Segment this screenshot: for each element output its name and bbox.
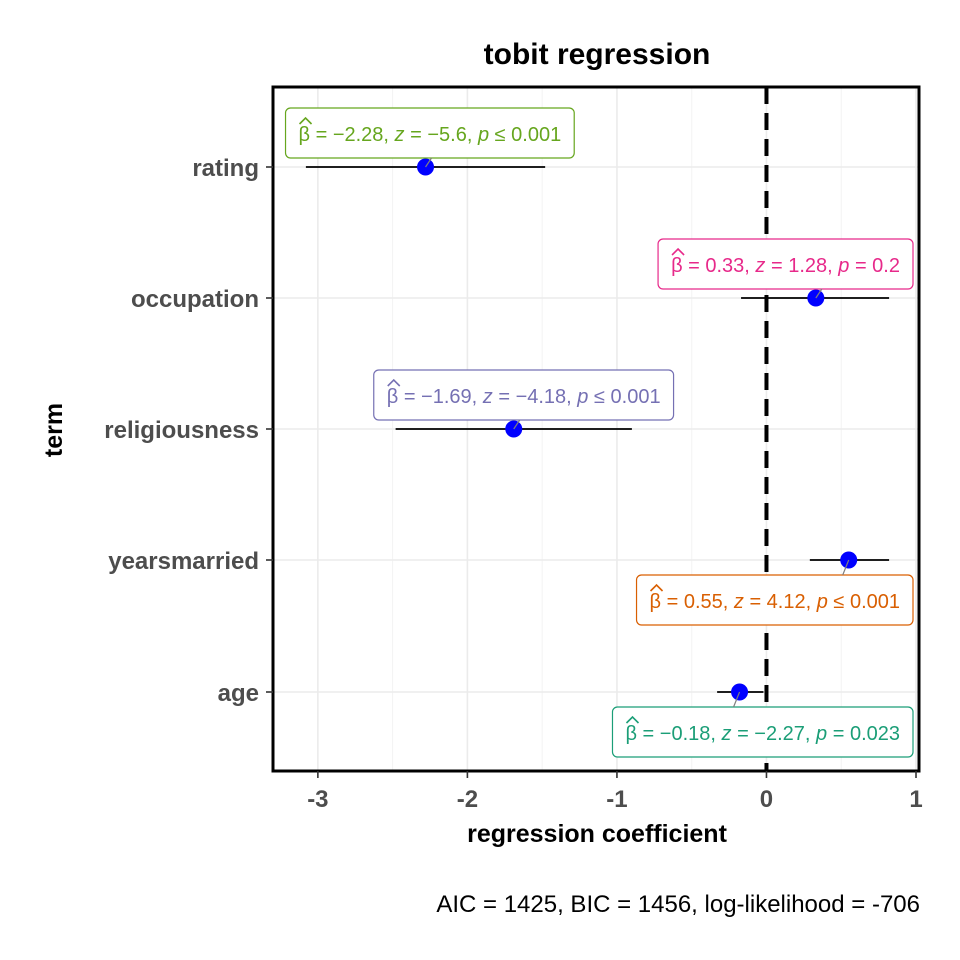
x-tick-label: -1 [606, 786, 627, 813]
beta-hat-mark [298, 116, 313, 125]
chart-title: tobit regression [484, 38, 711, 71]
y-tick-label-rating: rating [192, 155, 259, 182]
annotation-label-age: β = −0.18, z = −2.27, p = 0.023 [611, 691, 914, 758]
x-tick-label: -2 [457, 786, 478, 813]
annotation-leader-religiousness [513, 419, 521, 430]
y-axis-ticks: rating occupation religiousness yearsmarrie… [104, 155, 273, 707]
beta-hat-mark [387, 378, 401, 387]
annotation-text-religiousness: β = −1.69, z = −4.18, p ≤ 0.001 [387, 386, 661, 408]
annotation-label-yearsmarried: β = 0.55, z = 4.12, p ≤ 0.001 [635, 559, 914, 626]
x-tick-label: -3 [307, 786, 328, 813]
annotation-leader-rating [425, 157, 433, 168]
annotation-layer: β = −2.28, z = −5.6, p ≤ 0.001 β = 0.33, … [284, 107, 914, 758]
x-axis-ticks: -3 -2 -1 0 1 [307, 771, 923, 813]
y-tick-label-yearsmarried: yearsmarried [108, 548, 259, 575]
annotation-box-age [611, 706, 914, 758]
y-axis-title: term [40, 403, 68, 457]
annotation-box-religiousness [373, 369, 675, 421]
annotation-box-yearsmarried [635, 574, 914, 626]
beta-hat-mark [625, 715, 640, 724]
y-tick-label-occupation: occupation [131, 286, 259, 313]
x-tick-label: 1 [909, 786, 922, 813]
annotation-box-rating [284, 107, 575, 159]
annotation-text-rating: β = −2.28, z = −5.6, p ≤ 0.001 [299, 124, 562, 146]
beta-hat-mark [649, 583, 664, 592]
annotation-text-occupation: β = 0.33, z = 1.28, p = 0.2 [671, 255, 900, 277]
annotation-leader-age [732, 691, 741, 708]
annotation-leader-occupation [815, 288, 823, 299]
x-tick-label: 0 [760, 786, 773, 813]
annotation-box-occupation [657, 238, 914, 290]
annotation-leader-yearsmarried [842, 559, 850, 576]
model-fit-caption: AIC = 1425, BIC = 1456, log-likelihood =… [436, 891, 920, 918]
annotation-label-rating: β = −2.28, z = −5.6, p ≤ 0.001 [284, 107, 575, 168]
annotation-text-age: β = −0.18, z = −2.27, p = 0.023 [625, 723, 900, 745]
beta-hat-mark [671, 247, 685, 256]
x-axis-title: regression coefficient [467, 820, 727, 848]
annotation-text-yearsmarried: β = 0.55, z = 4.12, p ≤ 0.001 [650, 591, 900, 613]
y-tick-label-age: age [218, 680, 259, 707]
annotation-label-religiousness: β = −1.69, z = −4.18, p ≤ 0.001 [373, 369, 675, 430]
annotation-label-occupation: β = 0.33, z = 1.28, p = 0.2 [657, 238, 914, 299]
y-tick-label-religiousness: religiousness [104, 417, 259, 444]
